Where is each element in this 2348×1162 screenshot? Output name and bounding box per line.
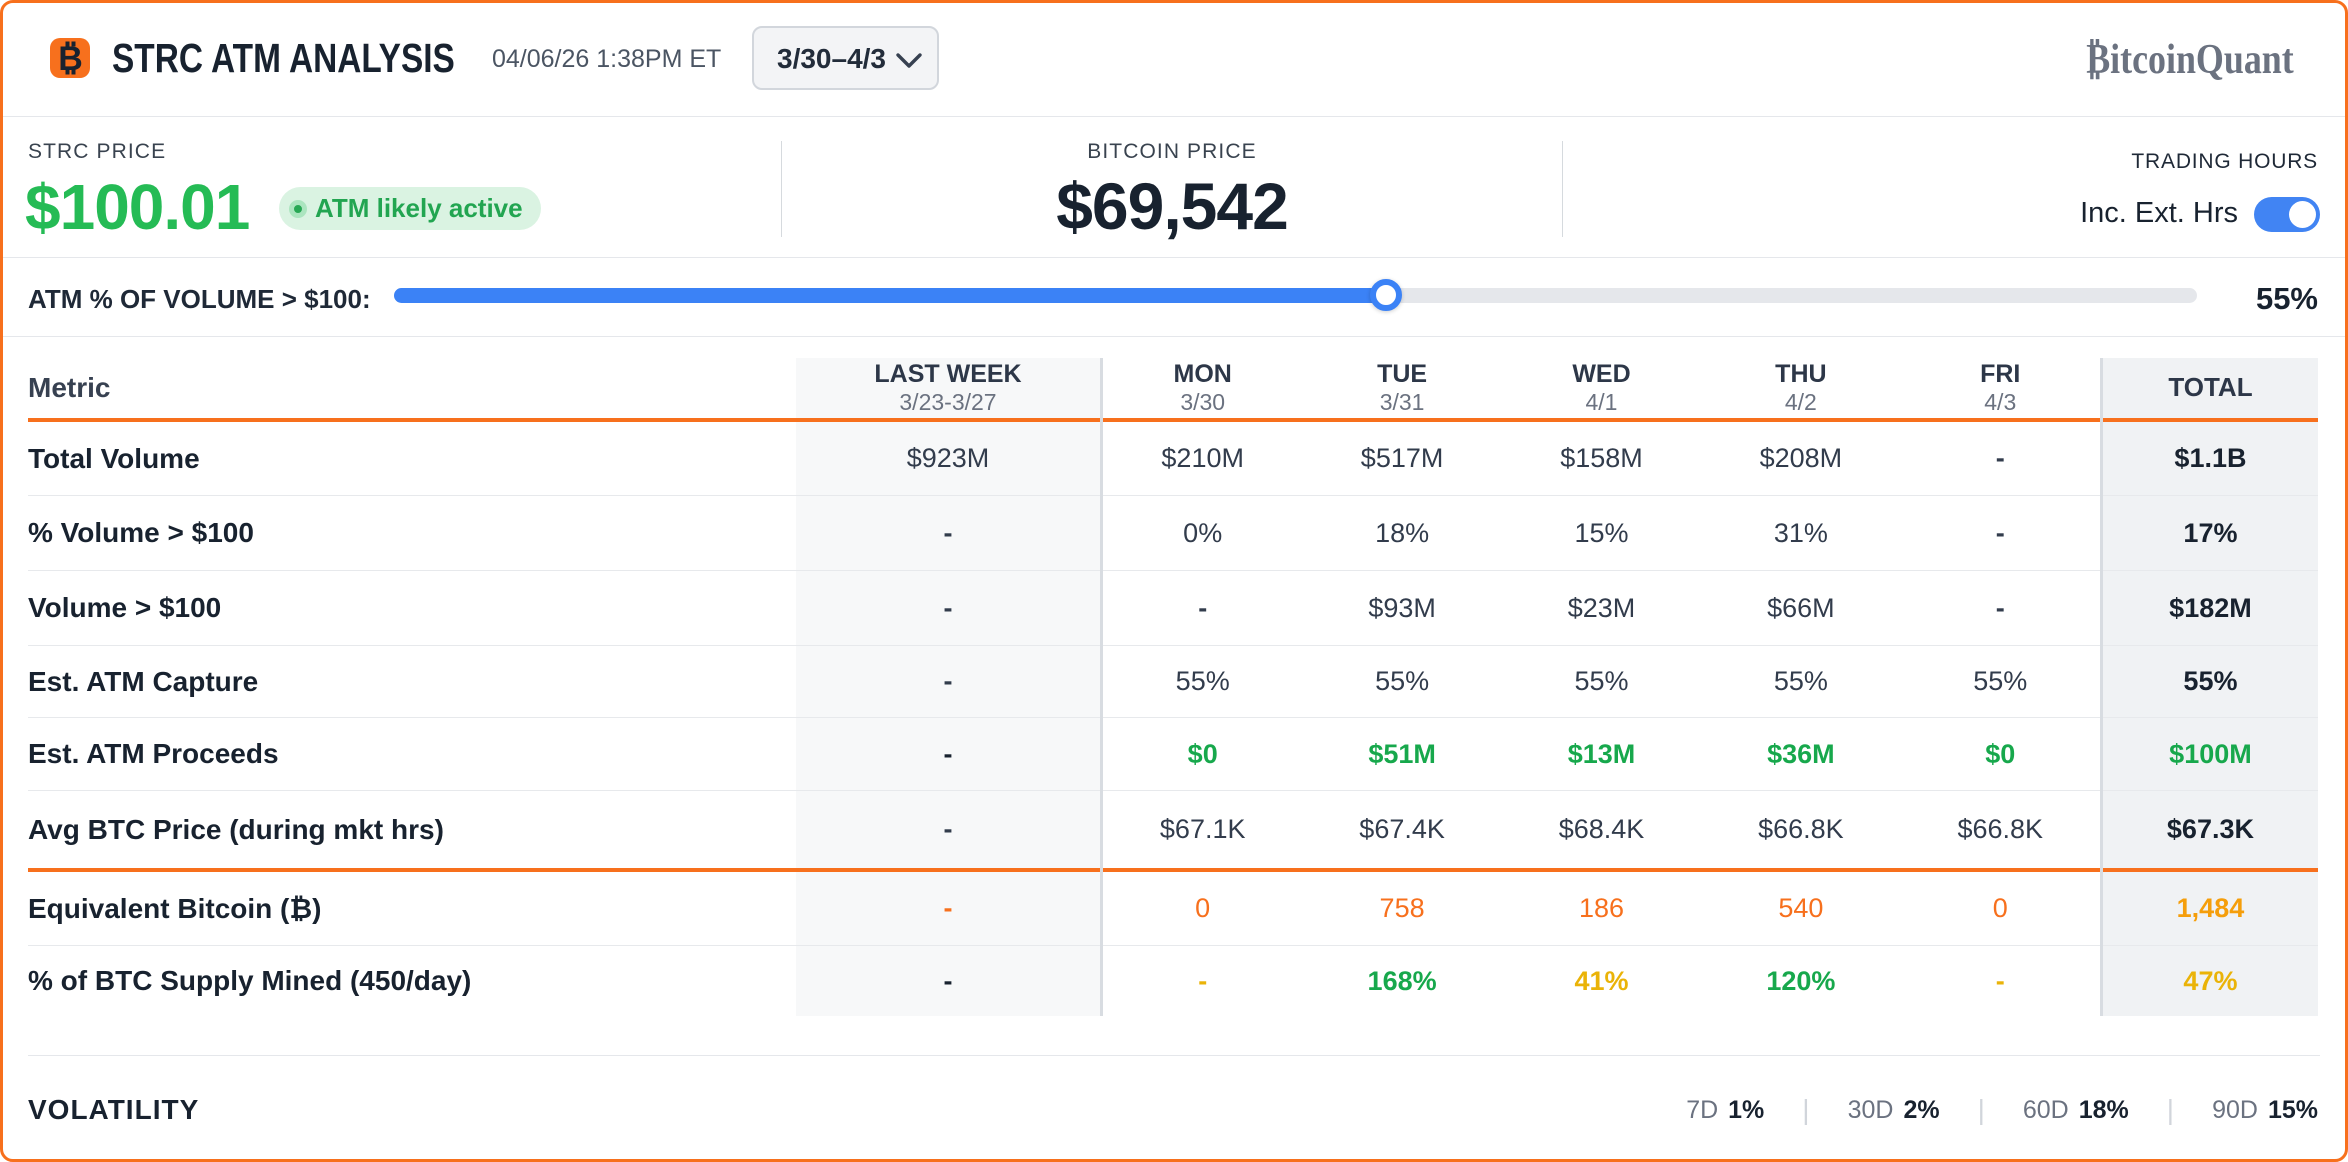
svg-text:B: B (58, 40, 83, 78)
